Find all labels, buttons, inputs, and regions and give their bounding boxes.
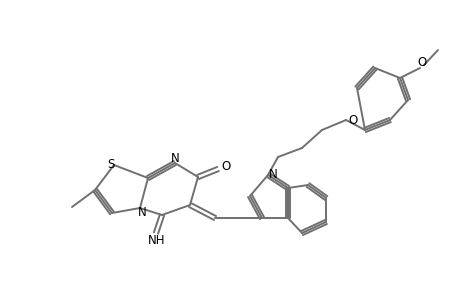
Text: O: O (347, 115, 357, 128)
Text: N: N (268, 167, 277, 181)
Text: S: S (107, 158, 114, 170)
Text: O: O (416, 56, 425, 70)
Text: N: N (137, 206, 146, 218)
Text: NH: NH (148, 235, 165, 248)
Text: O: O (221, 160, 230, 173)
Text: N: N (170, 152, 179, 164)
